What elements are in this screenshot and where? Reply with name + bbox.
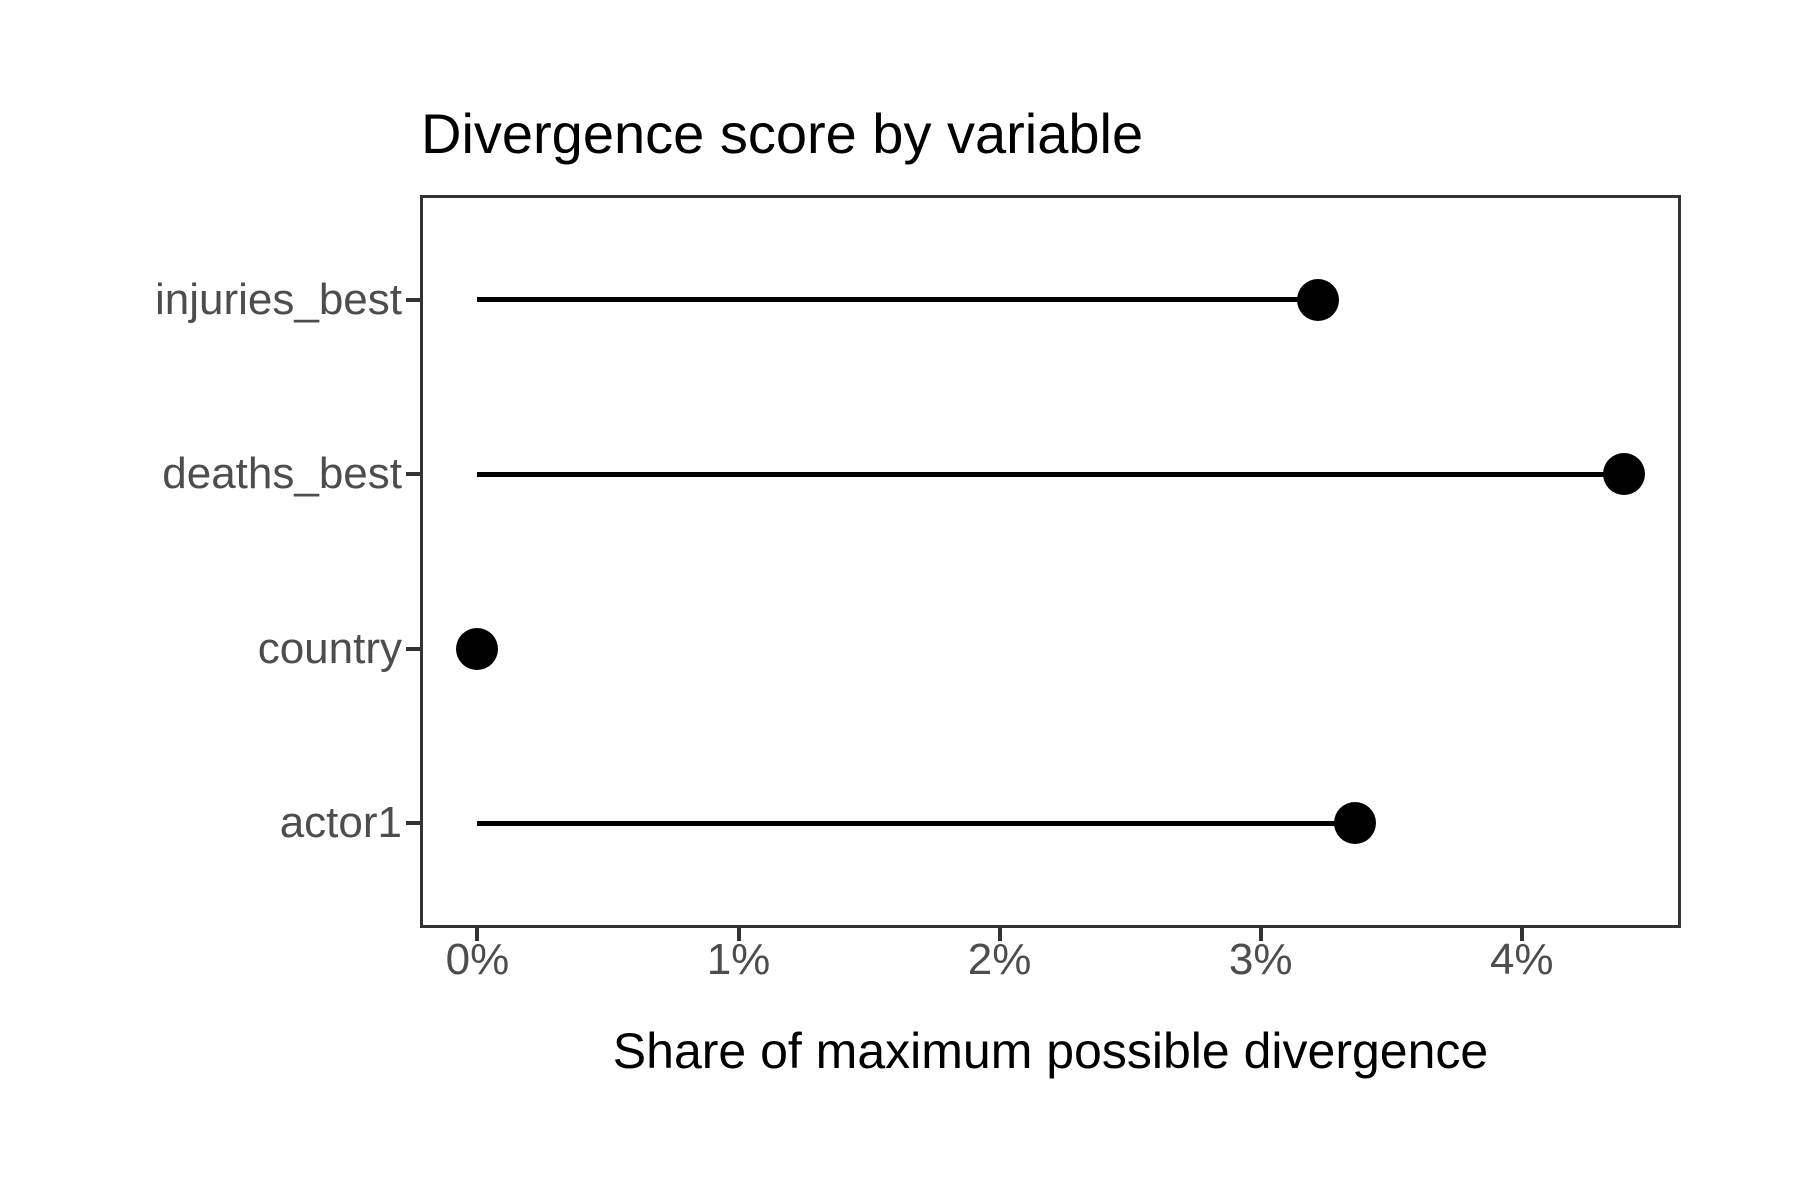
x-axis-tick bbox=[1519, 928, 1524, 941]
x-axis-tick-label: 1% bbox=[706, 935, 771, 984]
lollipop-dot bbox=[1602, 453, 1645, 496]
y-axis-tick bbox=[406, 821, 420, 826]
x-axis-tick bbox=[1258, 928, 1263, 941]
lollipop-dot bbox=[456, 627, 499, 670]
plot-panel bbox=[420, 195, 1681, 928]
lollipop-dot bbox=[1297, 278, 1340, 321]
x-axis-title: Share of maximum possible divergence bbox=[612, 1023, 1489, 1079]
x-axis-tick-label: 4% bbox=[1489, 935, 1554, 984]
lollipop-stem bbox=[477, 297, 1319, 303]
lollipop-stem bbox=[477, 471, 1624, 477]
chart-title: Divergence score by variable bbox=[421, 102, 1144, 165]
x-axis-tick-label: 0% bbox=[445, 935, 510, 984]
y-axis-tick-label: injuries_best bbox=[154, 274, 402, 324]
y-axis-tick bbox=[406, 646, 420, 651]
lollipop-stem bbox=[477, 820, 1355, 826]
x-axis-tick bbox=[736, 928, 741, 941]
x-axis-tick bbox=[997, 928, 1002, 941]
y-axis-tick bbox=[406, 297, 420, 302]
y-axis-tick bbox=[406, 472, 420, 477]
y-axis-tick-label: deaths_best bbox=[162, 449, 402, 499]
x-axis-tick-label: 2% bbox=[967, 935, 1032, 984]
y-axis-tick-label: country bbox=[257, 623, 402, 673]
x-axis-tick bbox=[475, 928, 480, 941]
x-axis-tick-label: 3% bbox=[1228, 935, 1293, 984]
y-axis-tick-label: actor1 bbox=[279, 798, 402, 848]
lollipop-dot bbox=[1333, 802, 1376, 845]
